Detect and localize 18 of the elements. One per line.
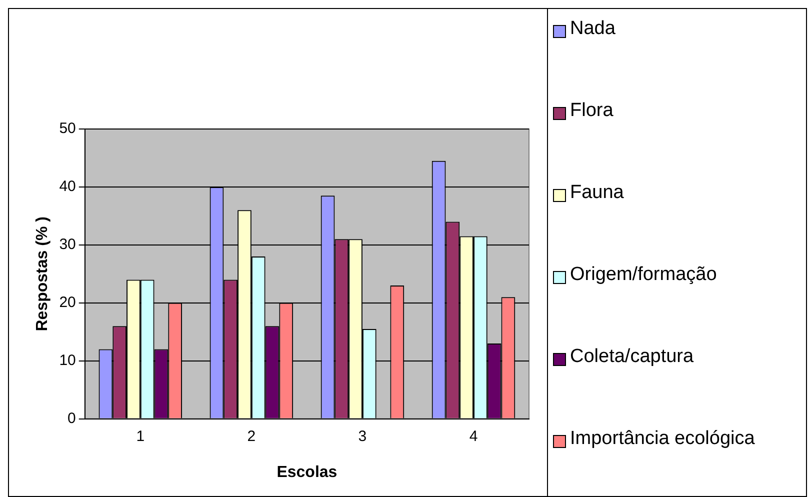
x-tick-label: 4 — [469, 428, 478, 445]
x-tick-label: 3 — [358, 428, 367, 445]
legend-label: Flora — [570, 99, 614, 123]
x-tick-label: 2 — [247, 428, 256, 445]
y-tick-label: 20 — [59, 294, 76, 312]
y-tick-label: 30 — [59, 236, 76, 254]
legend-label: Importância ecológica — [570, 427, 756, 451]
legend-label: Coleta/captura — [570, 345, 695, 369]
legend-label: Origem/formação — [570, 263, 718, 287]
y-tick-label: 40 — [59, 178, 76, 196]
y-tick-label: 50 — [59, 120, 76, 138]
x-axis-title: Escolas — [276, 464, 338, 481]
y-tick-label: 0 — [68, 410, 76, 427]
y-tick-label: 10 — [59, 352, 76, 369]
legend-label: Nada — [570, 17, 616, 41]
x-tick-label: 1 — [136, 428, 145, 445]
y-axis-title: Respostas (% ) — [34, 216, 52, 332]
legend-label: Fauna — [570, 181, 625, 205]
